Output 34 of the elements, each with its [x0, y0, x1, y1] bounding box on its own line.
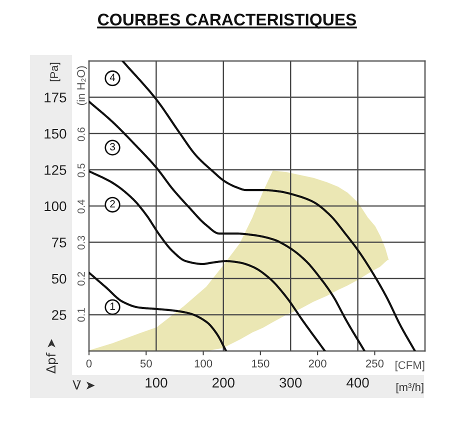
y-tick-label: 125 — [44, 165, 66, 175]
y-tick-label: 175 — [44, 92, 66, 102]
x-axis-title: [m³/h] — [396, 382, 424, 394]
y-axis-title: [Pa] — [50, 62, 60, 82]
series-label: 1 — [110, 302, 115, 310]
y2-tick-label: 0.4 — [77, 200, 85, 214]
series-label: 3 — [110, 143, 115, 150]
x-tick-label: 300 — [280, 378, 302, 388]
x2-tick-label: 100 — [194, 360, 212, 368]
x2-tick-label: 150 — [252, 360, 270, 368]
text: V̇ ➤ — [72, 380, 95, 390]
y2-tick-label: 0.6 — [77, 128, 85, 142]
x2-tick-label: 200 — [308, 360, 326, 368]
y2-tick-label: 0.3 — [77, 236, 85, 250]
x-tick-label: 200 — [212, 378, 234, 388]
y2-tick-label: 0.5 — [77, 164, 85, 178]
y-tick-label: 25 — [52, 310, 66, 320]
y2-axis-title: (in H₂O) — [76, 66, 88, 106]
series-label: 4 — [110, 74, 116, 81]
y2-tick-label: 0.2 — [77, 272, 85, 286]
text: Δpf ➤ — [46, 338, 58, 374]
x-tick-label: 400 — [346, 378, 369, 388]
chart-title: COURBES CARACTERISTIQUES — [98, 14, 356, 29]
y-tick-label: 100 — [44, 201, 66, 212]
x2-tick-label: 0 — [86, 360, 92, 368]
series-label: 2 — [110, 200, 115, 208]
y-tick-label: 75 — [52, 238, 66, 248]
y-tick-label: 150 — [44, 128, 66, 139]
x-tick-label: 100 — [146, 378, 168, 388]
x2-tick-label: 250 — [366, 360, 384, 368]
y-tick-label: 50 — [52, 274, 66, 284]
x2-axis-title: [CFM] — [396, 360, 424, 372]
x2-tick-label: 50 — [140, 360, 152, 368]
y2-tick-label: 0.1 — [77, 308, 85, 322]
